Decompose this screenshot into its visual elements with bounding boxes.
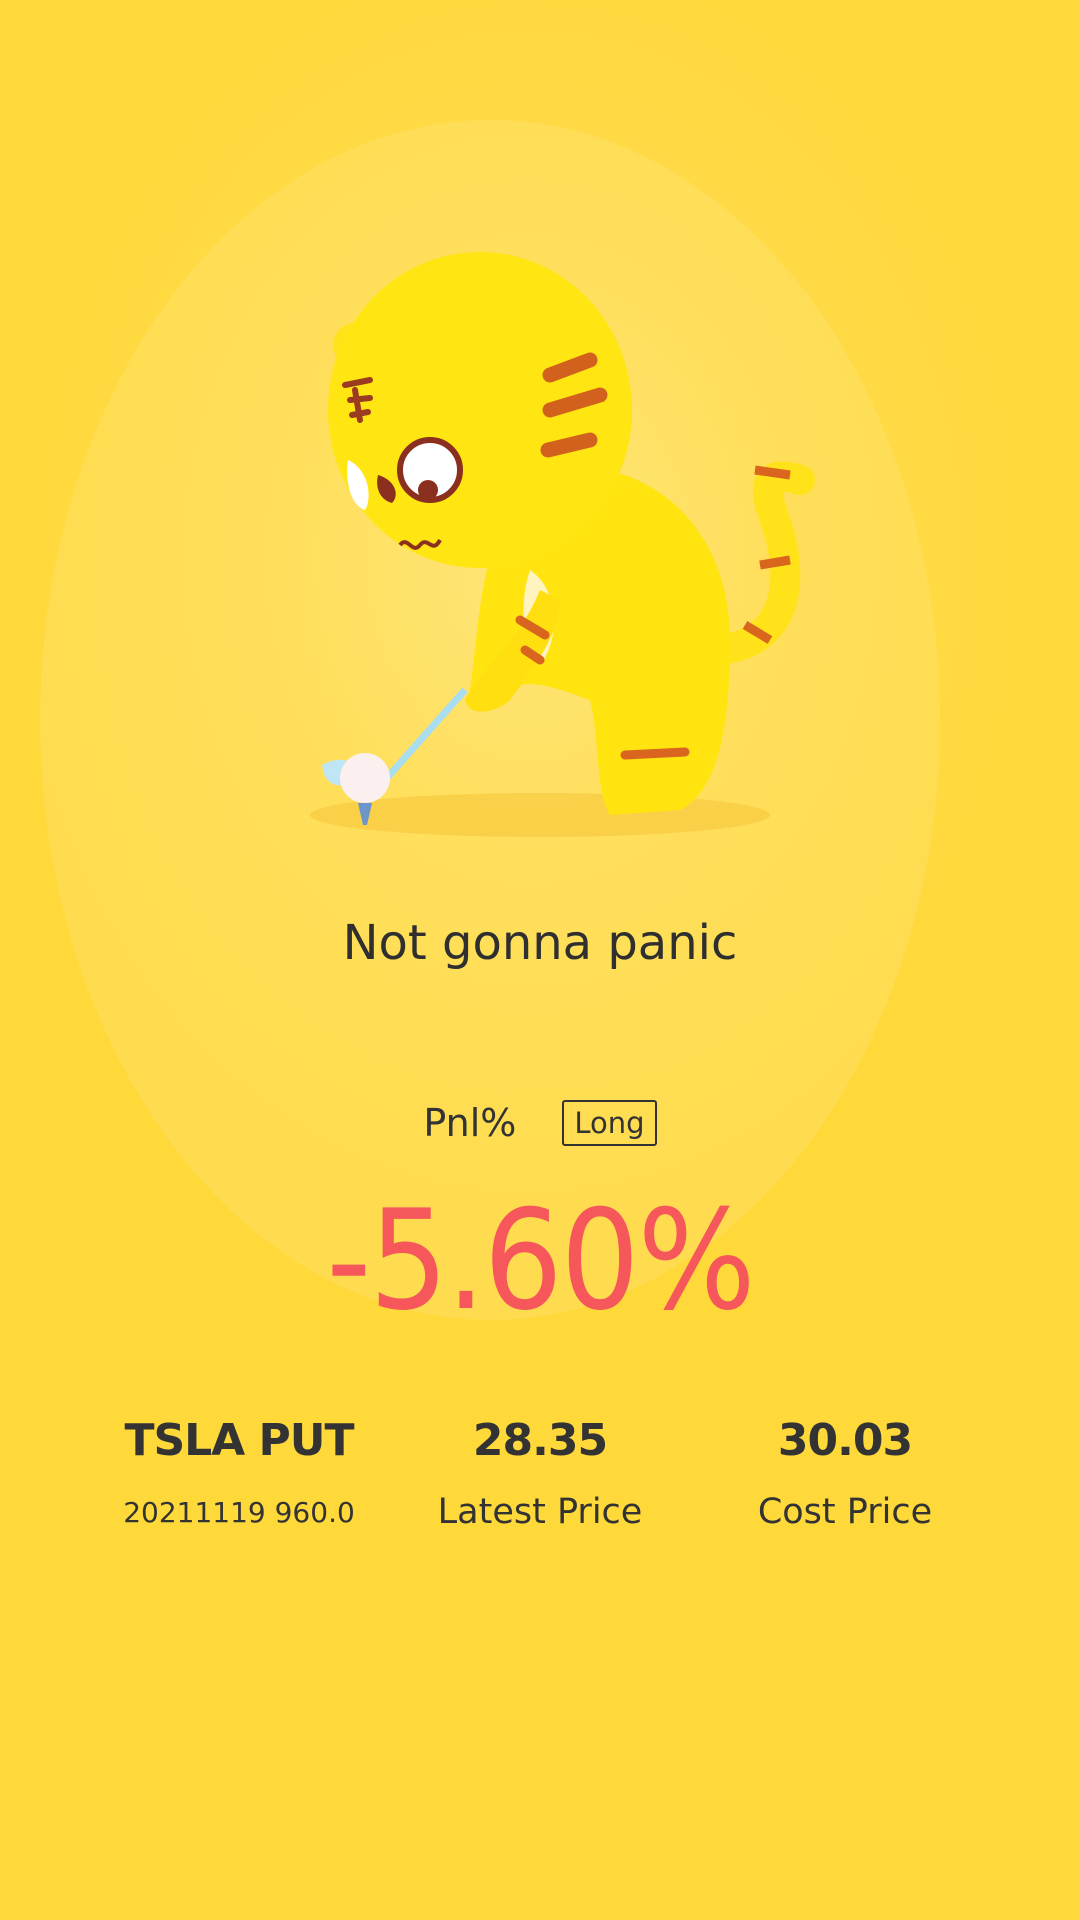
latest-price-column: 28.35 Latest Price [360,1415,720,1532]
pnl-value: -5.60% [326,1180,755,1341]
tail [705,461,815,665]
golf-ball [340,753,390,803]
symbol: TSLA PUT [124,1415,354,1466]
golf-club [382,687,468,783]
symbol-column: TSLA PUT 20211119 960.0 [59,1415,419,1529]
cost-price-value: 30.03 [777,1415,913,1466]
contract-details: 20211119 960.0 [123,1496,355,1529]
tiger-mascot-golfing-illustration [310,252,815,837]
pnl-header: Pnl% Long [0,1100,1080,1146]
latest-price-label: Latest Price [437,1492,643,1532]
cost-price-column: 30.03 Cost Price [665,1415,1025,1532]
direction-badge: Long [562,1100,657,1146]
mood-title: Not gonna panic [342,915,738,971]
tiger-eye [397,437,463,503]
tiger-head [328,252,632,568]
cost-price-label: Cost Price [757,1492,933,1532]
tiger-arm [465,590,560,712]
pnl-label: Pnl% [423,1101,517,1145]
latest-price-value: 28.35 [472,1415,608,1466]
ground-shadow [310,793,770,837]
